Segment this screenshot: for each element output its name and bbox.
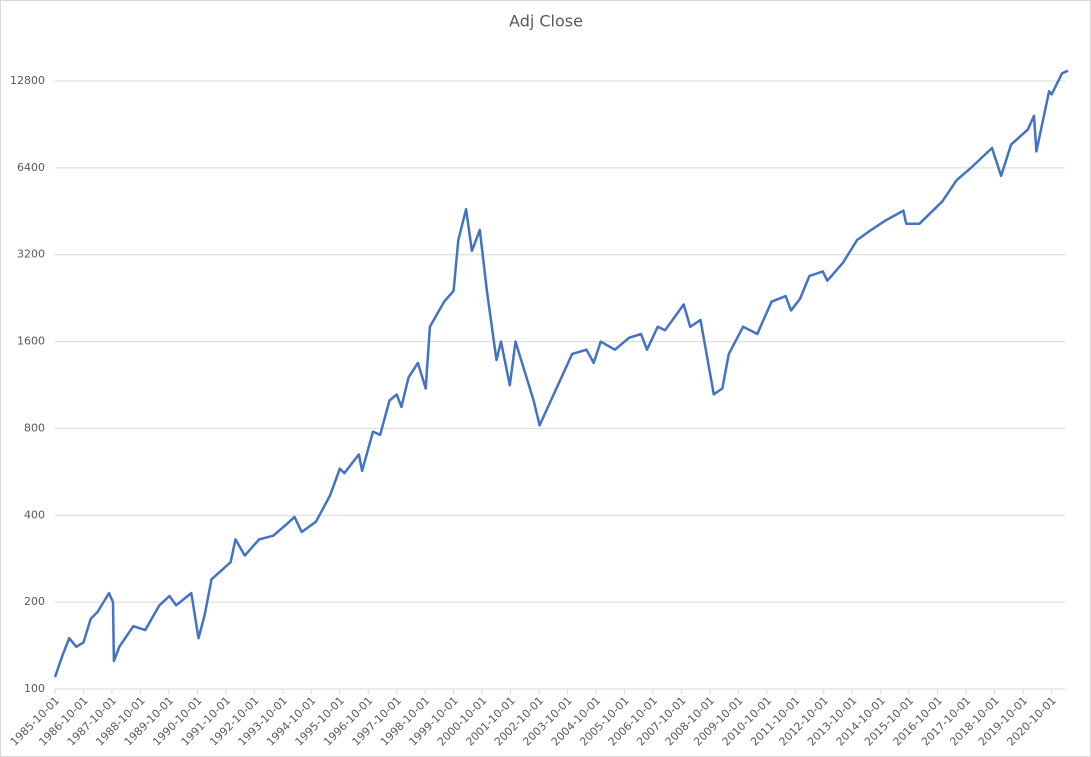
- y-tick-label: 400: [24, 508, 45, 521]
- chart-title: Adj Close: [509, 12, 583, 31]
- data-line: [53, 69, 1069, 678]
- y-tick-label: 800: [24, 421, 45, 434]
- y-tick-label: 12800: [10, 74, 45, 87]
- y-tick-label: 100: [24, 682, 45, 695]
- y-tick-label: 3200: [17, 248, 45, 261]
- y-tick-label: 6400: [17, 161, 45, 174]
- y-tick-label: 200: [24, 595, 45, 608]
- y-tick-label: 1600: [17, 335, 45, 348]
